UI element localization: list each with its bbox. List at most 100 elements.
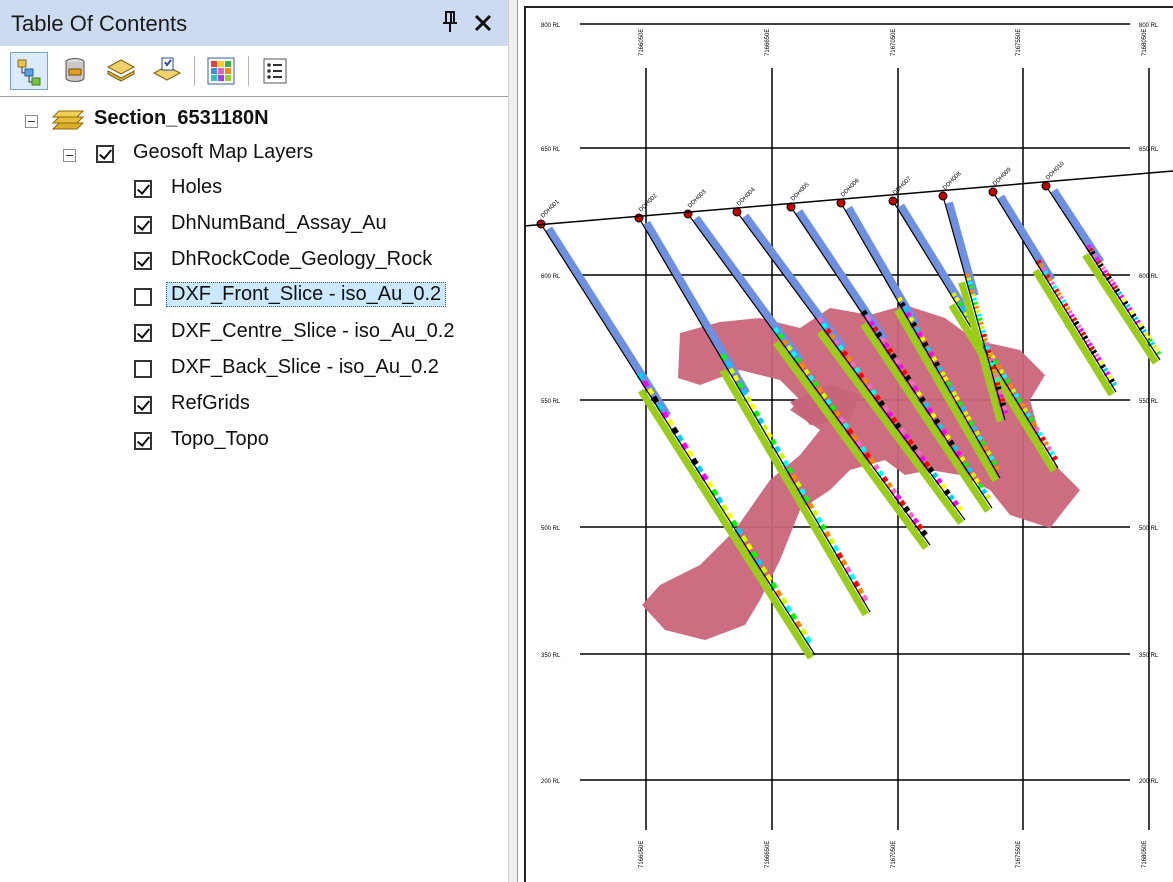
rock-code-segment <box>947 439 955 447</box>
layer-label-selected[interactable]: DXF_Front_Slice - iso_Au_0.2 <box>166 282 447 307</box>
layer-visibility-checkbox[interactable] <box>134 396 152 414</box>
rock-code-segment <box>918 455 927 463</box>
tree-layer-row[interactable]: DXF_Front_Slice - iso_Au_0.2 <box>0 280 500 314</box>
rock-code-segment <box>993 465 1001 472</box>
rl-label-left: 200 RL <box>541 779 561 785</box>
tree-layer-row[interactable]: DXF_Back_Slice - iso_Au_0.2 <box>0 352 500 386</box>
rock-code-segment <box>806 502 815 511</box>
layer-visibility-checkbox[interactable] <box>134 216 152 234</box>
assay-band <box>958 281 1004 423</box>
rock-code-segment <box>729 519 739 528</box>
pin-icon[interactable] <box>440 8 462 36</box>
rock-code-segment <box>789 473 798 482</box>
layer-visibility-checkbox[interactable] <box>134 432 152 450</box>
rock-code-segment <box>990 369 998 375</box>
tree-group-row[interactable]: Geosoft Map Layers <box>0 137 500 171</box>
rock-code-segment <box>987 357 994 363</box>
rock-code-segment <box>912 326 921 333</box>
rock-code-segment <box>979 488 988 496</box>
rock-code-segment <box>902 433 910 441</box>
list-by-drawing-order-icon <box>17 59 41 86</box>
topo-line-path <box>523 170 1173 227</box>
rock-code-segment <box>779 597 788 606</box>
section-map[interactable]: DDH001 DDH002 DDH003 DDH004 DDH005 DDH006 DDH0… <box>518 0 1173 882</box>
easting-label-top: 7166050E <box>639 29 645 56</box>
rock-code-segment <box>885 411 894 419</box>
tree-layer-row[interactable]: Holes <box>0 172 500 206</box>
tree-dataframe-row[interactable]: Section_6531180N <box>0 103 500 137</box>
rl-label-right: 350 RL <box>1139 653 1159 659</box>
rock-code-segment <box>1024 411 1032 419</box>
layer-visibility-checkbox[interactable] <box>134 288 152 306</box>
tree-layer-row[interactable]: DhNumBand_Assay_Au <box>0 208 500 242</box>
rock-code-segment <box>1093 256 1100 263</box>
map-view[interactable]: DDH001 DDH002 DDH003 DDH004 DDH005 DDH006 DDH0… <box>518 0 1173 882</box>
rock-code-segment <box>976 317 983 322</box>
layer-tree: Section_6531180N Geosoft Map Layers Hole… <box>0 97 508 882</box>
rock-code-segment <box>984 450 992 457</box>
rock-code-segment <box>988 361 995 367</box>
rock-code-segment <box>1106 374 1113 381</box>
rock-code-segment <box>1099 266 1106 272</box>
rock-code-segment <box>922 401 930 409</box>
toc-title-bar: Table Of Contents <box>0 0 508 46</box>
rock-code-segment <box>1119 297 1127 303</box>
rock-code-segment <box>979 329 986 334</box>
layer-visibility-checkbox[interactable] <box>134 324 152 342</box>
rock-code-segment <box>1036 431 1044 438</box>
group-visibility-checkbox[interactable] <box>96 145 114 163</box>
tree-layer-row[interactable]: DXF_Centre_Slice - iso_Au_0.2 <box>0 316 500 350</box>
layer-visibility-checkbox[interactable] <box>134 252 152 270</box>
rock-code-segment <box>983 493 991 501</box>
hole-trace <box>945 201 979 297</box>
layer-visibility-checkbox[interactable] <box>134 180 152 198</box>
close-icon[interactable] <box>470 8 496 36</box>
rock-code-segment <box>1121 300 1129 306</box>
rock-code-segment <box>764 573 773 583</box>
rock-code-segment <box>850 434 859 442</box>
options-button[interactable] <box>256 52 294 90</box>
rock-code-segment <box>926 466 935 474</box>
rock-code-segment <box>999 402 1006 407</box>
hole-trace <box>545 226 672 418</box>
rock-code-segment <box>797 488 806 496</box>
rock-code-segment <box>906 511 915 520</box>
rock-code-segment <box>961 410 969 417</box>
rock-code-segment <box>969 472 977 480</box>
rock-code-segment <box>902 505 911 514</box>
rock-code-segment <box>955 301 963 308</box>
layer-label: RefGrids <box>171 392 250 414</box>
rock-code-segment <box>952 296 960 303</box>
options-list-icon <box>263 58 287 84</box>
toggle-view-button[interactable] <box>202 52 240 90</box>
list-by-selection-icon <box>152 57 182 81</box>
rock-code-segment <box>828 333 836 341</box>
tree-layer-row[interactable]: DhRockCode_Geology_Rock <box>0 244 500 278</box>
list-by-drawing-order-button[interactable] <box>10 52 48 90</box>
rock-code-segment <box>749 550 758 559</box>
panel-splitter[interactable] <box>508 0 518 882</box>
rock-code-segment <box>927 351 935 358</box>
hole-label: DDH010 <box>1045 160 1066 181</box>
list-by-selection-button[interactable] <box>148 52 186 90</box>
collapse-icon[interactable] <box>25 115 38 128</box>
rock-code-segment <box>655 403 665 412</box>
rock-code-segment <box>893 358 901 366</box>
rock-code-segment <box>1154 350 1162 357</box>
tree-layer-row[interactable]: RefGrids <box>0 388 500 422</box>
list-by-source-button[interactable] <box>56 52 94 90</box>
rock-code-segment <box>847 573 856 581</box>
rock-code-segment <box>754 558 763 567</box>
rock-code-segment <box>961 311 969 318</box>
rock-code-segment <box>1027 416 1035 424</box>
rock-code-segment <box>723 360 732 369</box>
rock-code-segment <box>1146 338 1154 344</box>
rock-code-segment <box>991 373 999 379</box>
rock-code-segment <box>987 455 995 462</box>
layer-visibility-checkbox[interactable] <box>134 360 152 378</box>
rock-code-segment <box>895 296 903 304</box>
collapse-icon[interactable] <box>63 149 76 162</box>
rock-code-segment <box>1012 392 1020 400</box>
tree-layer-row[interactable]: Topo_Topo <box>0 424 500 458</box>
list-by-visibility-button[interactable] <box>102 52 140 90</box>
